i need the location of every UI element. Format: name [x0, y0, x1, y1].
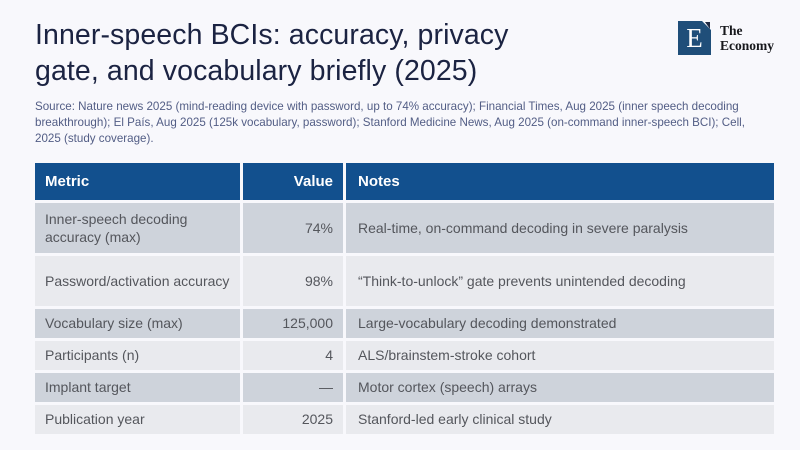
table-cell-value: 125,000 — [243, 309, 343, 338]
table-cell-value: 2025 — [243, 405, 343, 434]
table-cell-value: 74% — [243, 203, 343, 253]
table-cell-metric: Participants (n) — [35, 341, 240, 370]
logo-wordmark-line1: The — [720, 22, 743, 38]
logo-wordmark: The Economy — [720, 23, 774, 53]
table-cell-metric: Inner-speech decoding accuracy (max) — [35, 203, 240, 253]
table-cell-notes: Large-vocabulary decoding demonstrated — [346, 309, 774, 338]
table-cell-value: — — [243, 373, 343, 402]
table-cell-notes: Motor cortex (speech) arrays — [346, 373, 774, 402]
page-title: Inner-speech BCIs: accuracy, privacy gat… — [35, 19, 509, 88]
column-header-metric: Metric — [35, 163, 240, 200]
logo-letter: E — [686, 23, 703, 53]
logo-corner-tick-icon — [705, 22, 710, 29]
column-header-notes: Notes — [346, 163, 774, 200]
table-cell-metric: Publication year — [35, 405, 240, 434]
logo-wordmark-line2: Economy — [720, 38, 774, 53]
table-cell-metric: Implant target — [35, 373, 240, 402]
table-cell-value: 4 — [243, 341, 343, 370]
table-cell-value: 98% — [243, 256, 343, 306]
table-cell-notes: Real-time, on-command decoding in severe… — [346, 203, 774, 253]
metrics-table: Metric Value Notes Inner-speech decoding… — [35, 163, 774, 434]
the-economy-logo: E The Economy — [678, 21, 774, 55]
table-cell-metric: Password/activation accuracy — [35, 256, 240, 306]
table-cell-notes: “Think-to-unlock” gate prevents unintend… — [346, 256, 774, 306]
table-cell-notes: ALS/brainstem-stroke cohort — [346, 341, 774, 370]
logo-e-square: E — [678, 21, 711, 55]
source-note: Source: Nature news 2025 (mind-reading d… — [35, 100, 745, 145]
column-header-value: Value — [243, 163, 343, 200]
table-cell-notes: Stanford-led early clinical study — [346, 405, 774, 434]
table-cell-metric: Vocabulary size (max) — [35, 309, 240, 338]
